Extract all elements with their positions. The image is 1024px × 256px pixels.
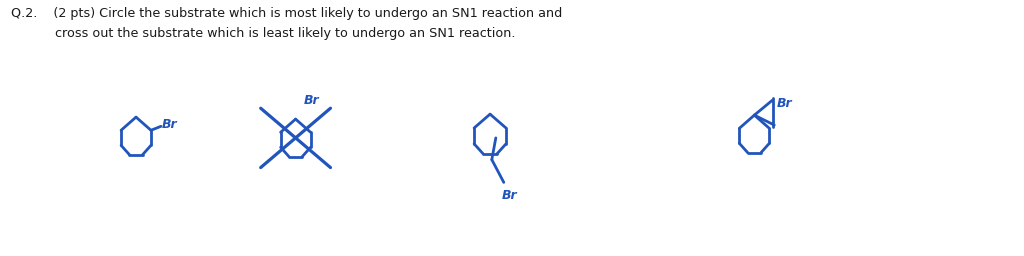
Text: cross out the substrate which is least likely to undergo an SN1 reaction.: cross out the substrate which is least l…: [11, 27, 516, 40]
Text: Br: Br: [776, 97, 792, 110]
Text: Br: Br: [502, 189, 517, 202]
Text: Br: Br: [303, 94, 319, 107]
Text: Br: Br: [162, 118, 177, 131]
Text: Q.2.    (2 pts) Circle the substrate which is most likely to undergo an SN1 reac: Q.2. (2 pts) Circle the substrate which …: [11, 7, 562, 20]
